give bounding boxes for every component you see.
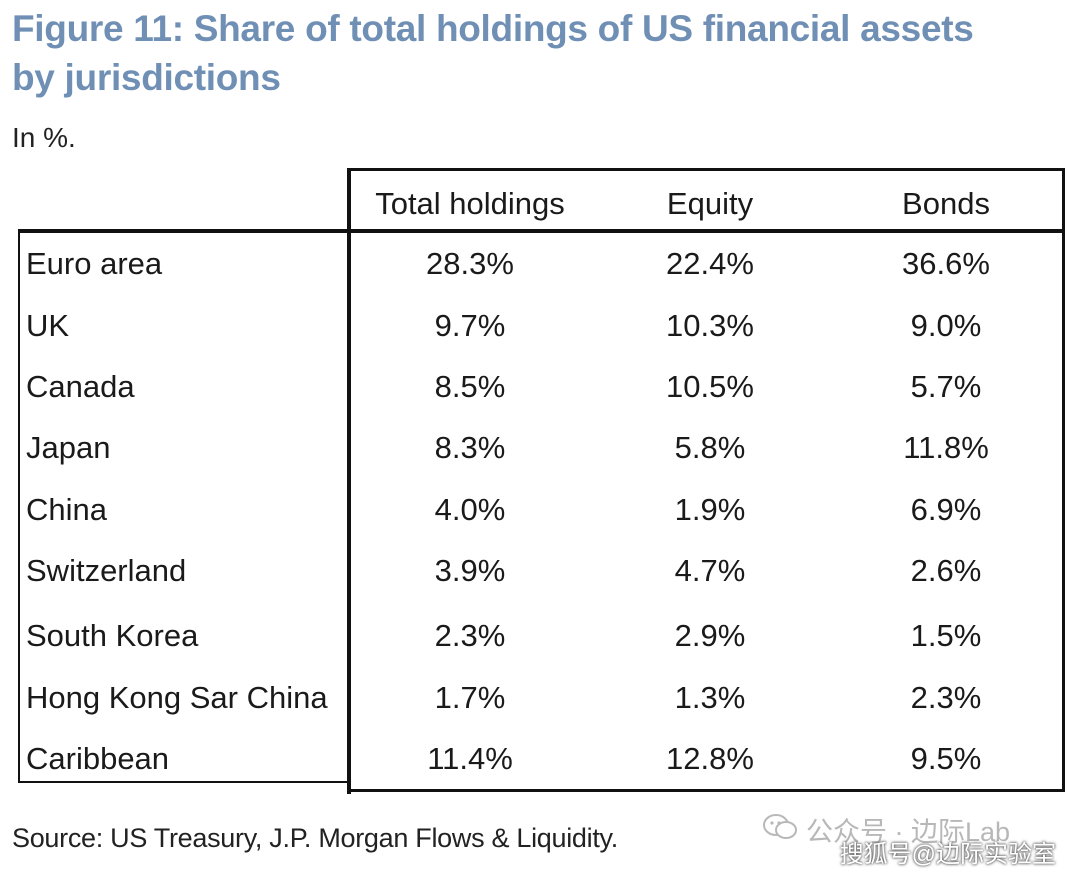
table-cell: 22.4%	[666, 246, 754, 281]
table-line-label-bottom	[18, 781, 350, 783]
table-cell: 8.3%	[434, 430, 506, 465]
watermark-sohu: 搜狐号@边际实验室	[839, 841, 1056, 868]
table-cell: 12.8%	[666, 741, 754, 776]
row-label: Canada	[26, 369, 135, 404]
table-cell: 2.3%	[910, 680, 982, 715]
row-label: Caribbean	[26, 741, 170, 776]
table-cell: 9.7%	[434, 308, 506, 343]
table-cell: 36.6%	[902, 246, 990, 281]
row-label: Japan	[26, 430, 111, 465]
table-cell: 11.4%	[427, 741, 513, 776]
watermark-channel: 公众号 · 边际Lab	[762, 812, 1010, 851]
table-cell: 11.8%	[903, 430, 989, 465]
table-cell: 10.3%	[666, 308, 754, 343]
wechat-icon	[762, 812, 798, 851]
table-cell: 9.5%	[910, 741, 982, 776]
table-cell: 2.9%	[674, 618, 746, 653]
row-label: South Korea	[26, 618, 199, 653]
row-label: Hong Kong Sar China	[26, 680, 328, 715]
table-line-header-bottom	[18, 229, 1064, 233]
table-cell: 8.5%	[434, 369, 506, 404]
table-cell: 1.7%	[434, 680, 506, 715]
row-label: UK	[26, 308, 70, 343]
table-cell: 5.8%	[674, 430, 746, 465]
table-cell: 5.7%	[910, 369, 982, 404]
table-cell: 2.3%	[434, 618, 506, 653]
column-header-bonds: Bonds	[902, 186, 990, 221]
column-header-total-holdings: Total holdings	[375, 186, 565, 221]
table-cell: 2.6%	[910, 553, 982, 588]
table-cell: 28.3%	[426, 246, 514, 281]
row-label: Euro area	[26, 246, 163, 281]
row-label: China	[26, 492, 107, 527]
table-cell: 4.0%	[434, 492, 506, 527]
table-cell: 6.9%	[910, 492, 982, 527]
column-header-equity: Equity	[666, 186, 754, 221]
table-cell: 1.3%	[674, 680, 746, 715]
source-note: Source: US Treasury, J.P. Morgan Flows &…	[12, 823, 618, 853]
figure-title: Figure 11: Share of total holdings of US…	[12, 8, 974, 98]
row-label: Switzerland	[26, 553, 187, 588]
table-cell: 3.9%	[434, 553, 506, 588]
table-cell: 1.9%	[674, 492, 746, 527]
table-cell: 9.0%	[910, 308, 982, 343]
watermark-channel-text: 公众号 · 边际Lab	[806, 816, 1011, 847]
table-line-divider	[347, 168, 351, 794]
table-line-bottom	[347, 789, 1065, 792]
table-cell: 1.5%	[910, 618, 982, 653]
unit-subtitle: In %.	[12, 122, 76, 153]
table-line-right	[1062, 168, 1065, 792]
table-cell: 10.5%	[666, 369, 754, 404]
table-line-label-left	[18, 229, 20, 783]
table-cell: 4.7%	[674, 553, 746, 588]
table-line-header-top	[348, 168, 1064, 171]
